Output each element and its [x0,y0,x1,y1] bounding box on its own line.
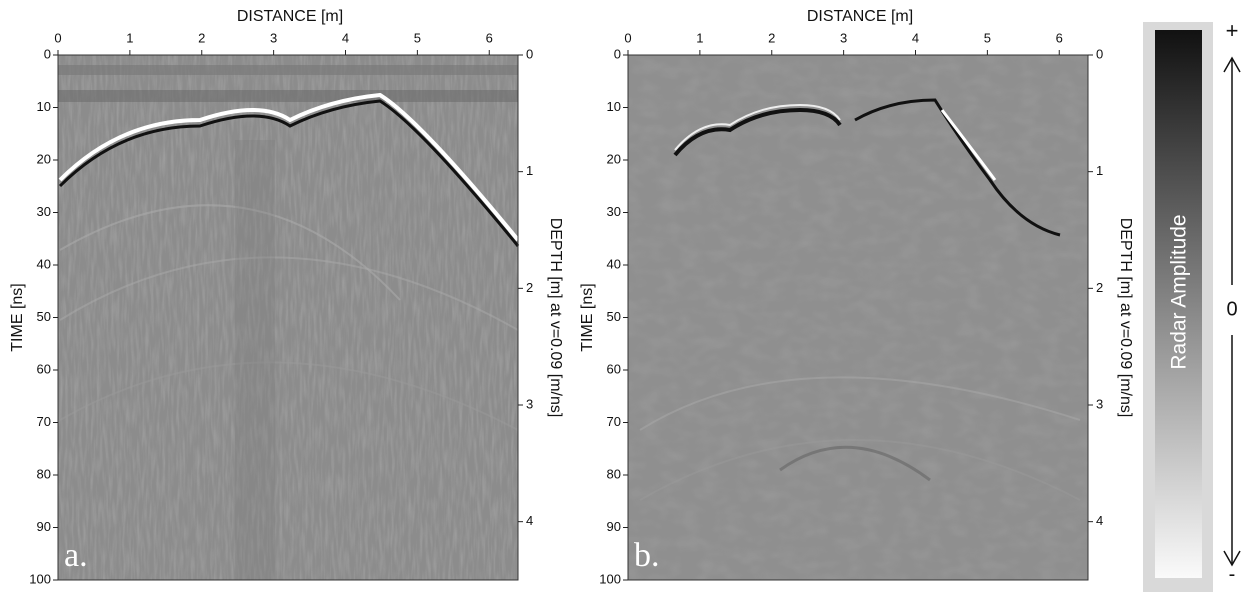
colorbar-minus: - [1229,563,1236,585]
y2-tick-label: 2 [526,280,533,295]
y-tick-label: 100 [29,571,51,586]
radargram-image-b [628,55,1088,580]
x-tick-label: 2 [768,30,775,45]
x-tick-label: 4 [342,30,349,45]
y2-tick-label: 4 [526,513,533,528]
x-axis-label: DISTANCE [m] [807,8,913,25]
x-tick-label: 1 [126,30,133,45]
y-tick-label: 70 [607,414,621,429]
x-tick-label: 3 [840,30,847,45]
y-tick-label: 0 [44,46,51,61]
y-tick-label: 20 [37,151,51,166]
y2-tick-label: 0 [526,46,533,61]
y2-tick-label: 4 [1096,513,1103,528]
radargram-image-a [58,55,520,580]
x-tick-label: 4 [912,30,919,45]
y2-axis-label: DEPTH [m] at v=0.09 [m/ns] [547,218,564,418]
y-tick-label: 100 [599,571,621,586]
x-tick-label: 5 [414,30,421,45]
y2-tick-label: 1 [1096,163,1103,178]
colorbar-arrows [1223,56,1241,567]
colorbar-plus: + [1226,18,1239,43]
x-tick-label: 6 [1056,30,1063,45]
x-tick-label: 6 [486,30,493,45]
colorbar-zero: 0 [1226,298,1237,320]
panel-label: b. [634,537,660,574]
y-tick-label: 50 [607,309,621,324]
y2-tick-label: 2 [1096,280,1103,295]
x-tick-label: 3 [270,30,277,45]
x-tick-label: 2 [198,30,205,45]
y-tick-label: 70 [37,414,51,429]
y-tick-label: 30 [37,204,51,219]
y-tick-label: 20 [607,151,621,166]
y-tick-label: 40 [37,256,51,271]
y2-axis-label: DEPTH [m] at v=0.09 [m/ns] [1117,218,1134,418]
y2-tick-label: 3 [1096,396,1103,411]
x-tick-label: 5 [984,30,991,45]
panel-label: a. [64,537,88,574]
y-axis-label: TIME [ns] [9,283,26,351]
y-tick-label: 10 [607,99,621,114]
y2-tick-label: 0 [1096,46,1103,61]
y-tick-label: 80 [607,466,621,481]
y-tick-label: 60 [37,361,51,376]
y-tick-label: 90 [607,519,621,534]
x-tick-label: 1 [696,30,703,45]
y-tick-label: 10 [37,99,51,114]
x-tick-label: 0 [624,30,631,45]
colorbar [1155,30,1202,578]
y-tick-label: 50 [37,309,51,324]
y-tick-label: 40 [607,256,621,271]
y2-tick-label: 3 [526,396,533,411]
colorbar-label: Radar Amplitude [1168,214,1191,369]
y2-tick-label: 1 [526,163,533,178]
y-tick-label: 80 [37,466,51,481]
x-axis-label: DISTANCE [m] [237,8,343,25]
x-tick-label: 0 [54,30,61,45]
y-tick-label: 30 [607,204,621,219]
y-tick-label: 0 [614,46,621,61]
y-axis-label: TIME [ns] [579,283,596,351]
y-tick-label: 60 [607,361,621,376]
y-tick-label: 90 [37,519,51,534]
